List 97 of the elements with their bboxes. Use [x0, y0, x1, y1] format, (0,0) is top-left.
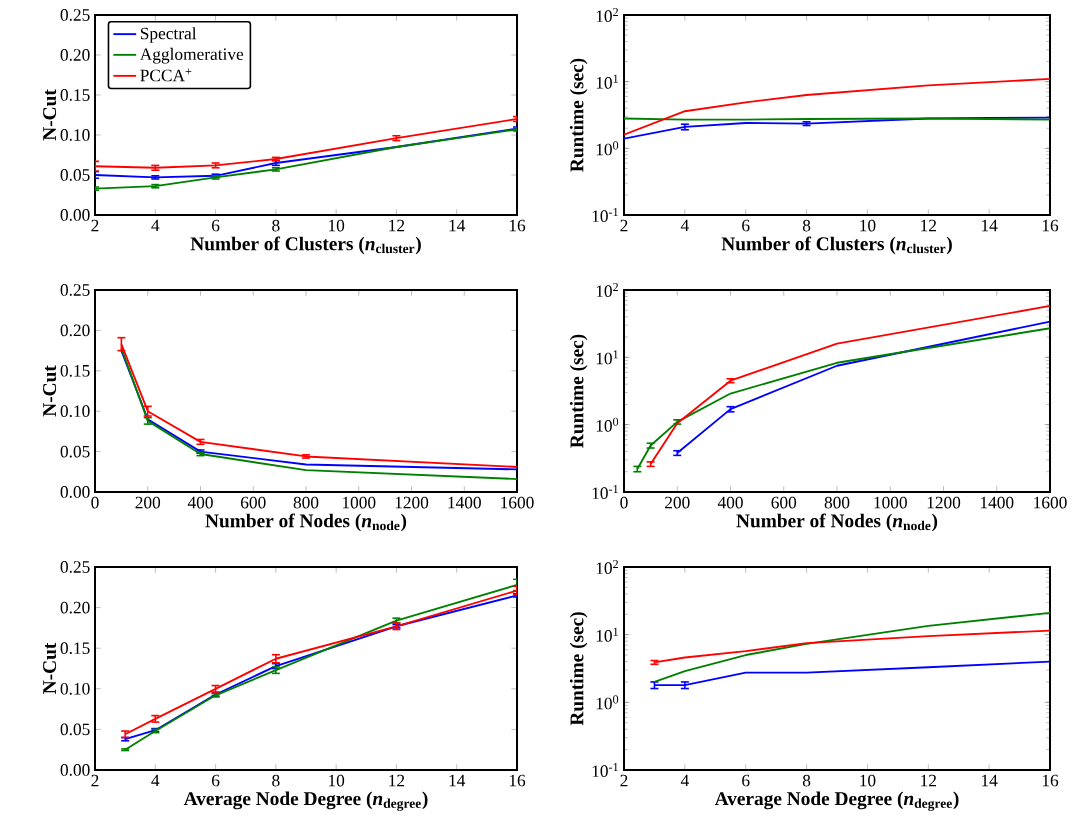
y-tick-label: 0.00	[60, 764, 90, 776]
x-tick-label: 16	[509, 774, 526, 787]
y-tick-label: 10$^{0}$	[596, 695, 619, 710]
x-tick-label: 4	[151, 219, 160, 232]
y-tick-label: 0.00	[60, 486, 90, 498]
legend-label: PCCA$^{+}$	[140, 68, 192, 82]
y-tick-label: 10$^{-1}$	[592, 208, 618, 222]
x-tick-label: 1200	[395, 496, 429, 509]
y-axis-title: N-Cut	[43, 365, 57, 417]
y-tick-label: 0.20	[60, 601, 90, 614]
legend-label: Spectral	[140, 27, 197, 43]
x-tick-label: 800	[824, 496, 850, 509]
y-tick-label: 10$^{2}$	[596, 7, 618, 22]
x-tick-label: 16	[1042, 774, 1059, 787]
y-tick-label: 0.25	[60, 284, 90, 296]
x-tick-label: 800	[293, 496, 319, 509]
y-tick-label: 10$^{-1}$	[592, 763, 618, 777]
y-tick-label: 0.25	[60, 9, 90, 21]
x-tick-label: 14	[449, 219, 466, 232]
x-tick-label: 2	[91, 774, 99, 787]
x-tick-label: 400	[187, 496, 213, 509]
x-tick-label: 2	[620, 219, 628, 232]
y-axis-title: Runtime (sec)	[569, 612, 588, 726]
x-tick-label: 12	[921, 219, 937, 232]
line-series	[624, 77, 1051, 136]
line-series	[624, 116, 1051, 140]
y-axis-title: N-Cut	[43, 89, 57, 141]
y-tick-label: 0.25	[60, 561, 90, 573]
y-tick-label: 0.00	[60, 209, 90, 221]
y-axis-title: Runtime (sec)	[569, 58, 588, 172]
x-tick-label: 600	[241, 496, 266, 509]
x-tick-label: 1000	[874, 496, 907, 509]
x-axis-title: Number of Nodes (n$_{node}$)	[736, 513, 938, 532]
x-tick-label: 4	[680, 774, 689, 787]
x-tick-label: 1200	[927, 496, 961, 509]
y-tick-label: 0.15	[60, 642, 90, 655]
x-tick-label: 1000	[342, 496, 376, 509]
x-tick-label: 12	[389, 219, 405, 232]
y-axis-title: Runtime (sec)	[569, 334, 588, 448]
x-tick-label: 2	[91, 219, 99, 232]
y-tick-label: 0.15	[60, 89, 90, 101]
x-tick-label: 0	[620, 496, 628, 509]
y-tick-label: 0.10	[60, 682, 90, 695]
y-axis-title: N-Cut	[43, 642, 57, 694]
x-tick-label: 1400	[448, 496, 481, 509]
y-tick-label: 10$^{-1}$	[592, 485, 618, 499]
x-tick-label: 12	[389, 774, 405, 787]
x-tick-label: 1600	[501, 496, 534, 509]
x-tick-label: 14	[982, 219, 998, 232]
y-tick-label: 0.10	[60, 129, 90, 141]
y-tick-label: 10$^{0}$	[596, 417, 619, 432]
x-tick-label: 1400	[980, 496, 1014, 509]
x-tick-label: 10	[329, 774, 345, 787]
x-tick-label: 6	[742, 774, 750, 787]
x-tick-label: 6	[212, 219, 220, 232]
x-axis-title: Number of Clusters (n$_{cluster}$)	[190, 236, 421, 255]
x-tick-label: 0	[91, 496, 99, 509]
y-tick-label: 0.20	[60, 324, 90, 337]
x-tick-label: 200	[665, 496, 690, 509]
x-tick-label: 400	[717, 496, 743, 509]
x-axis-title: Average Node Degree (n$_{degree}$)	[714, 791, 959, 811]
x-tick-label: 2	[620, 774, 628, 787]
y-tick-label: 0.20	[60, 49, 90, 61]
x-tick-label: 8	[272, 219, 280, 232]
y-tick-label: 10$^{2}$	[596, 560, 618, 574]
y-tick-label: 10$^{0}$	[596, 141, 619, 156]
x-tick-label: 200	[135, 496, 161, 509]
x-tick-label: 10	[860, 219, 876, 232]
x-tick-label: 16	[509, 219, 526, 232]
y-tick-label: 10$^{2}$	[596, 283, 618, 298]
x-tick-label: 10	[860, 774, 876, 787]
x-tick-label: 600	[771, 496, 797, 509]
y-tick-label: 0.05	[60, 169, 90, 181]
x-axis-title: Number of Nodes (n$_{node}$)	[205, 513, 407, 532]
x-tick-label: 16	[1042, 219, 1059, 232]
y-tick-label: 0.05	[60, 445, 90, 458]
x-tick-label: 4	[680, 219, 689, 232]
y-tick-label: 0.10	[60, 405, 90, 418]
x-tick-label: 12	[921, 774, 937, 787]
x-axis-title: Average Node Degree (n$_{degree}$)	[183, 791, 428, 811]
legend-label: Agglomerative	[139, 47, 244, 64]
x-tick-label: 1600	[1034, 496, 1067, 509]
x-tick-label: 8	[802, 219, 811, 232]
x-tick-label: 10	[329, 219, 345, 232]
x-tick-label: 6	[742, 219, 750, 232]
y-tick-label: 10$^{1}$	[596, 74, 618, 89]
x-tick-label: 8	[802, 774, 811, 787]
y-tick-label: 0.15	[60, 364, 90, 377]
x-tick-label: 8	[272, 774, 280, 787]
y-tick-label: 10$^{1}$	[596, 350, 618, 365]
x-tick-label: 14	[982, 774, 998, 787]
y-tick-label: 10$^{1}$	[596, 627, 618, 642]
x-tick-label: 6	[212, 774, 220, 787]
x-tick-label: 4	[151, 774, 160, 787]
x-axis-title: Number of Clusters (n$_{cluster}$)	[721, 236, 952, 255]
x-tick-label: 14	[449, 774, 466, 787]
y-tick-label: 0.05	[60, 723, 90, 736]
